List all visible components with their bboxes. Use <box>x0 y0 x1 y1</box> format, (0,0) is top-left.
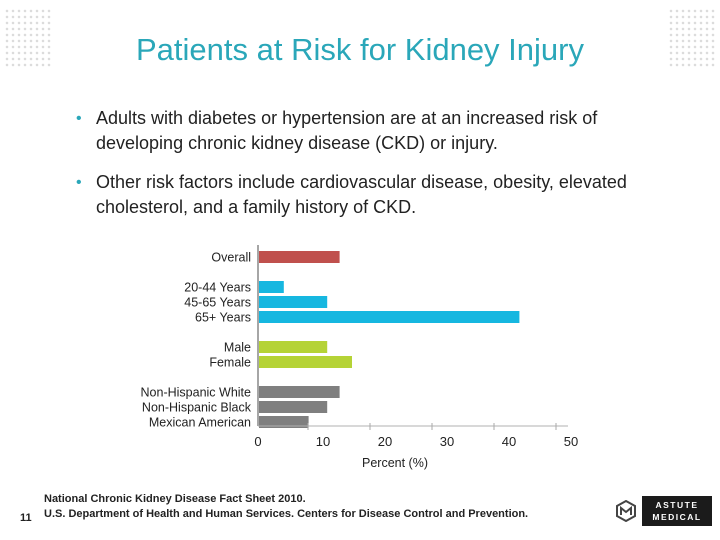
bullet-text: Other risk factors include cardiovascula… <box>96 172 627 217</box>
bullet-item: • Other risk factors include cardiovascu… <box>74 170 674 220</box>
category-label: 20-44 Years <box>184 281 251 295</box>
bar-20-44-years <box>259 281 284 293</box>
source-citation: National Chronic Kidney Disease Fact She… <box>44 492 528 522</box>
x-axis-label: Percent (%) <box>362 456 428 470</box>
astute-medical-logo: ASTUTE MEDICAL <box>616 496 712 526</box>
logo-text-2: MEDICAL <box>652 512 702 522</box>
logo-mark-icon <box>616 500 636 522</box>
decorative-dots-right <box>668 8 716 68</box>
slide-title: Patients at Risk for Kidney Injury <box>136 32 584 67</box>
bullet-icon: • <box>76 174 82 191</box>
x-tick-label: 30 <box>440 434 454 449</box>
bar-65-years <box>259 311 520 323</box>
bar-45-65-years <box>259 296 328 308</box>
bullet-item: • Adults with diabetes or hypertension a… <box>74 106 674 156</box>
x-tick-label: 0 <box>254 434 261 449</box>
x-tick-label: 20 <box>378 434 392 449</box>
page-number: 11 <box>20 512 32 524</box>
bar-overall <box>259 251 340 263</box>
bar-non-hispanic-black <box>259 401 328 413</box>
bullet-text: Adults with diabetes or hypertension are… <box>96 108 598 153</box>
bar-mexican-american <box>259 416 309 428</box>
category-label: Mexican American <box>149 416 251 430</box>
bar-female <box>259 356 352 368</box>
footer: 11 National Chronic Kidney Disease Fact … <box>0 492 720 532</box>
x-tick-label: 10 <box>316 434 330 449</box>
source-line-2: U.S. Department of Health and Human Serv… <box>44 508 529 520</box>
logo-wordmark: ASTUTE MEDICAL <box>642 496 712 526</box>
category-label: Male <box>224 341 251 355</box>
category-label: Non-Hispanic Black <box>142 401 252 415</box>
bullet-icon: • <box>76 110 82 127</box>
x-tick-label: 40 <box>502 434 516 449</box>
bullet-list: • Adults with diabetes or hypertension a… <box>74 106 674 234</box>
logo-text-1: ASTUTE <box>655 500 699 510</box>
category-label: Overall <box>211 251 251 265</box>
category-label: Female <box>209 356 251 370</box>
bar-male <box>259 341 328 353</box>
bar-non-hispanic-white <box>259 386 340 398</box>
category-label: 45-65 Years <box>184 296 251 310</box>
x-tick-label: 50 <box>564 434 578 449</box>
category-label: 65+ Years <box>195 311 251 325</box>
decorative-dots-left <box>4 8 52 68</box>
category-label: Non-Hispanic White <box>141 386 252 400</box>
source-line-1: National Chronic Kidney Disease Fact She… <box>44 493 306 505</box>
